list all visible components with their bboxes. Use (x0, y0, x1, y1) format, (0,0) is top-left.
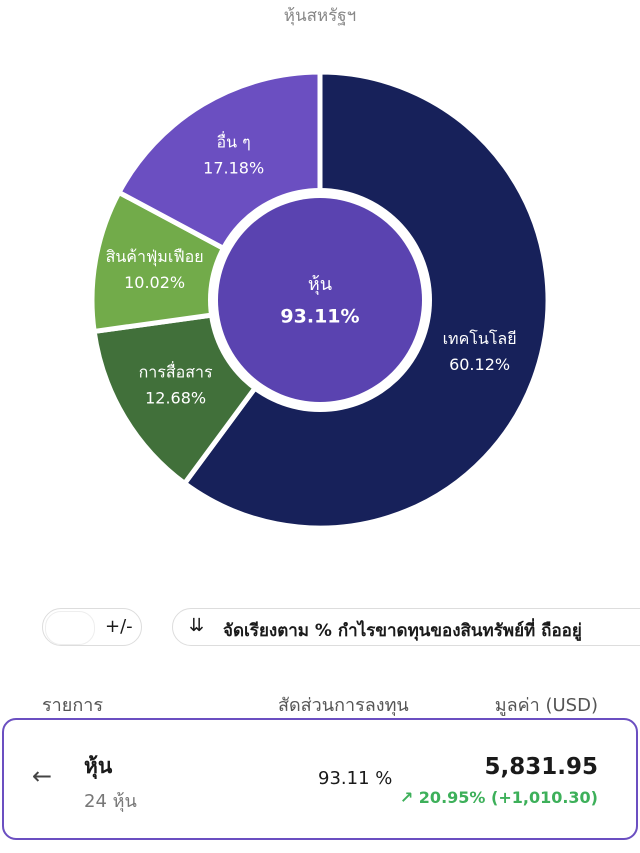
row-count: 24 หุ้น (84, 791, 137, 812)
wedge-value-label: 60.12% (449, 355, 510, 374)
toggle[interactable]: +/- (42, 608, 142, 646)
wedge-label: สินค้าฟุ่มเฟือย (106, 247, 204, 267)
up-arrow: ↗ (399, 788, 419, 807)
header-value: มูลค่า (USD) (494, 695, 598, 716)
page-title: หุ้นสหรัฐฯ (283, 6, 357, 26)
wedge-value-label: 12.68% (145, 388, 206, 407)
row-value: 5,831.95 (484, 754, 599, 780)
donut-chart: เทคโนโลยี 60.12% การสื่อสาร 12.68% สินค้าฟุ่… (92, 72, 548, 528)
center-disc (218, 198, 422, 402)
wedge-label: เทคโนโลยี (443, 329, 517, 348)
back-arrow[interactable]: ← (32, 762, 53, 790)
wedge-label: อื่น ๆ (217, 130, 251, 151)
row-share: 93.11 % (318, 768, 393, 789)
wedge-value-label: 17.18% (203, 158, 264, 177)
row-name: หุ้น (84, 754, 113, 778)
sort-button[interactable]: ⇊ จัดเรียงตาม % กำไรขาดทุนของสินทรัพย์ที… (172, 608, 640, 646)
row-change: ↗ 20.95% (+1,010.30) (400, 788, 598, 807)
row-card[interactable]: ← หุ้น 24 หุ้น 93.11 % 5,831.95 ↗ 20.95%… (2, 718, 638, 840)
center-value: 93.11% (280, 306, 359, 328)
wedge-value-label: 10.02% (124, 273, 185, 292)
center-label: หุ้น (308, 274, 332, 295)
sort-label: จัดเรียงตาม % กำไรขาดทุนของสินทรัพย์ที่ … (223, 621, 582, 641)
toggle-label: +/- (105, 616, 133, 637)
sort-icon: ⇊ (189, 615, 205, 636)
header-item: รายการ (42, 695, 103, 716)
toggle-knob (45, 611, 95, 645)
wedge-label: การสื่อสาร (139, 360, 213, 381)
header-share: สัดส่วนการลงทุน (278, 695, 409, 716)
row-change-text: 20.95% (+1,010.30) (418, 788, 598, 807)
